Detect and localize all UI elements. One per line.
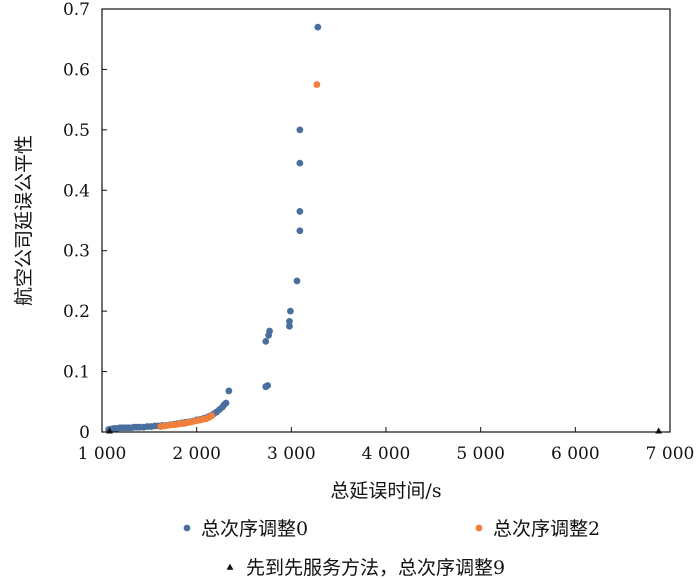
data-point-series-1	[208, 412, 216, 420]
data-point-series-0	[293, 277, 301, 285]
legend-marker-series-1	[475, 524, 483, 532]
x-tick-label: 3 000	[267, 444, 316, 464]
data-point-series-0	[286, 307, 294, 315]
data-point-series-0	[296, 159, 304, 167]
x-tick-label: 5 000	[456, 444, 505, 464]
data-points	[105, 23, 663, 434]
legend-item-series-2: 先到先服务方法，总次序调整9	[226, 557, 505, 578]
legend-marker-series-0	[183, 524, 191, 532]
legend-item-series-1: 总次序调整2	[475, 518, 600, 540]
y-tick-label: 0.6	[63, 60, 90, 80]
x-tick-label: 2 000	[172, 444, 221, 464]
y-axis-title: 航空公司延误公平性	[13, 135, 35, 306]
data-point-series-1	[313, 81, 321, 88]
x-axis-title: 总延误时间/s	[330, 480, 441, 502]
y-tick-label: 0.4	[63, 181, 90, 201]
y-tick-label: 0.2	[63, 302, 90, 322]
data-point-series-0	[225, 387, 233, 395]
data-point-series-0	[286, 322, 293, 330]
legend-marker-series-2	[226, 563, 234, 570]
data-point-series-0	[296, 126, 304, 134]
y-tick-label: 0.5	[63, 121, 90, 141]
data-point-series-0	[314, 23, 322, 31]
x-tick-label: 4 000	[362, 444, 411, 464]
y-tick-label: 0	[79, 423, 90, 443]
data-point-series-0	[296, 227, 304, 235]
legend-label-series-2: 先到先服务方法，总次序调整9	[246, 557, 505, 578]
y-tick-label: 0.3	[63, 242, 90, 262]
data-point-series-0	[222, 399, 230, 407]
legend-item-series-0: 总次序调整0	[183, 518, 308, 540]
x-tick-label: 6 000	[551, 444, 600, 464]
data-point-series-0	[286, 318, 293, 325]
y-tick-label: 0.7	[63, 0, 90, 20]
y-axis-ticks: 0 0.1 0.2 0.3 0.4 0.5 0.6 0.7	[63, 0, 107, 443]
legend-label-series-1: 总次序调整2	[493, 518, 600, 540]
x-tick-label: 7 000	[646, 444, 695, 464]
legend: 总次序调整0 总次序调整2 先到先服务方法，总次序调整9	[183, 518, 600, 578]
y-tick-label: 0.1	[63, 363, 90, 383]
x-axis-ticks: 1 000 2 000 3 000 4 000 5 000 6 000 7 000	[78, 427, 695, 464]
data-point-series-0	[296, 208, 304, 215]
data-point-series-0	[262, 337, 270, 345]
data-point-series-0	[264, 382, 272, 389]
data-point-series-0	[266, 327, 273, 335]
plot-frame	[101, 8, 671, 433]
legend-label-series-0: 总次序调整0	[201, 518, 308, 540]
x-tick-label: 1 000	[78, 444, 127, 464]
